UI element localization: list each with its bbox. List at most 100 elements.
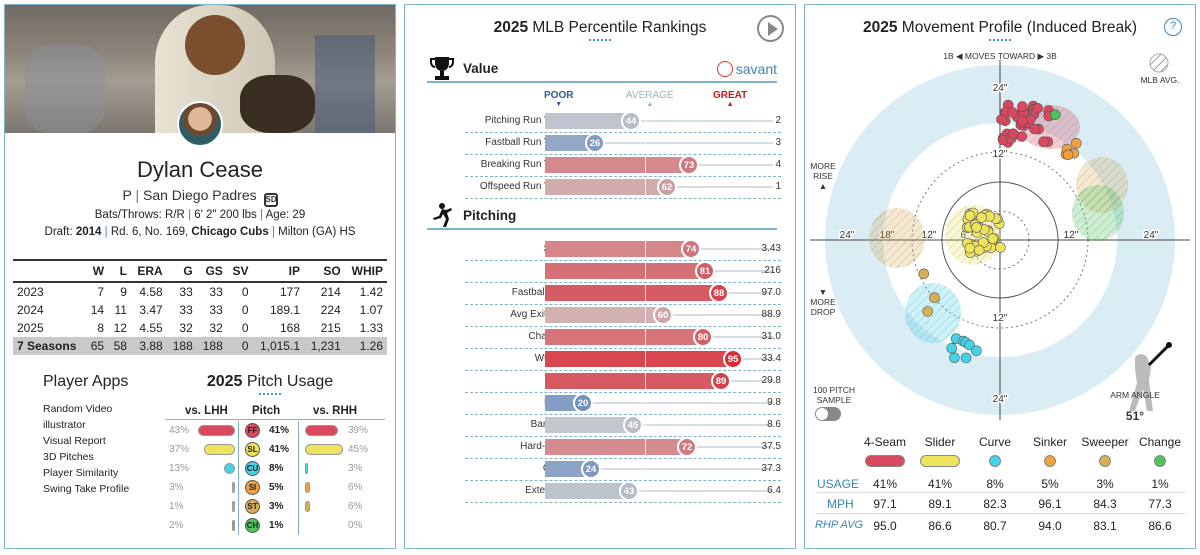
pitch-point[interactable] xyxy=(1062,149,1074,161)
pitch-point[interactable] xyxy=(918,268,930,280)
sample-toggle[interactable] xyxy=(815,407,841,421)
pitch-point[interactable] xyxy=(949,352,960,364)
average-marker xyxy=(645,417,646,433)
player-app-link[interactable]: 3D Pitches xyxy=(43,451,94,463)
play-icon[interactable] xyxy=(757,15,784,42)
usage-lhh-bar xyxy=(232,520,235,531)
percentile-row[interactable]: Fastball Velo 88 97.0 xyxy=(435,282,781,305)
average-marker xyxy=(645,307,646,323)
player-team[interactable]: San Diego Padres xyxy=(142,187,257,203)
player-app-link[interactable]: Swing Take Profile xyxy=(43,483,130,495)
stats-total-row: 7 Seasons 65 58 3.88 188 188 0 1,015.1 1,231 1.26 xyxy=(13,337,387,355)
pitch-point[interactable] xyxy=(1007,128,1019,139)
stats-col-5: GS xyxy=(196,259,227,283)
pitch-point[interactable] xyxy=(1032,102,1043,114)
pitch-color-swatch[interactable] xyxy=(1154,455,1166,467)
average-marker xyxy=(645,157,646,173)
pitch-type-name[interactable]: Sweeper xyxy=(1081,435,1129,449)
pitch-color-swatch[interactable] xyxy=(1099,455,1111,467)
player-app-link[interactable]: illustrator xyxy=(43,419,86,431)
pitch-point[interactable] xyxy=(964,210,976,221)
savant-logo[interactable]: savant xyxy=(716,61,777,77)
pitch-point[interactable] xyxy=(1038,136,1049,147)
stats-cell: 2025 xyxy=(17,321,44,335)
help-icon[interactable]: ? xyxy=(1164,18,1182,36)
usage-main-pct: 41% xyxy=(269,444,290,455)
percentile-bar xyxy=(545,417,635,433)
movement-title-text: Movement Profile (Induced Break) xyxy=(901,19,1137,36)
percentile-row[interactable]: Barrel %458.6 xyxy=(435,414,781,437)
pitch-point[interactable] xyxy=(976,212,987,223)
row-divider xyxy=(465,326,781,327)
stats-cell: 2023 xyxy=(17,285,44,299)
pitch-point[interactable] xyxy=(960,352,972,364)
pitch-point[interactable] xyxy=(1017,115,1028,126)
metric-label: Hard-Hit % xyxy=(520,441,569,452)
player-app-link[interactable]: Random Video xyxy=(43,403,113,415)
pitch-point[interactable] xyxy=(964,242,976,254)
pitch-color-swatch[interactable] xyxy=(1044,455,1056,467)
ring-label: 12" xyxy=(993,149,1008,160)
scale-poor: POOR ▼ xyxy=(544,90,574,108)
usage-rhh-bar xyxy=(305,425,339,436)
percentile-row[interactable]: xBA81.216 xyxy=(435,260,781,283)
pitch-point[interactable] xyxy=(973,244,985,256)
usage-lhh-bar xyxy=(203,444,235,455)
metric-value: 6.4 xyxy=(767,485,781,496)
percentile-row[interactable]: Pitching Run Value 44 2 xyxy=(435,110,781,133)
pitch-point[interactable] xyxy=(995,242,1006,253)
pitch-mph: 84.3 xyxy=(1093,497,1117,511)
pitch-point[interactable] xyxy=(946,342,958,354)
draft-year[interactable]: 2014 xyxy=(75,226,102,238)
usage-lhh-pct: 13% xyxy=(169,463,190,474)
pitch-type-name[interactable]: Change xyxy=(1138,435,1182,449)
pitch-point[interactable] xyxy=(922,306,933,317)
pitch-point[interactable] xyxy=(1007,107,1018,118)
player-action-photo xyxy=(5,5,395,133)
pitch-type-name[interactable]: Sinker xyxy=(1032,435,1067,449)
pitch-mph: 82.3 xyxy=(983,497,1007,511)
percentile-row[interactable]: BB %209.8 xyxy=(435,392,781,415)
pitch-point[interactable] xyxy=(929,292,940,303)
player-app-link[interactable]: Visual Report xyxy=(43,435,106,447)
pitch-point[interactable] xyxy=(971,222,982,233)
pitch-type-name[interactable]: Curve xyxy=(978,435,1011,449)
pitch-point[interactable] xyxy=(1050,109,1061,121)
stats-cell: 12 xyxy=(113,321,127,335)
percentile-row[interactable]: xERA743.43 xyxy=(435,238,781,261)
pitch-color-swatch[interactable] xyxy=(865,455,905,467)
average-marker xyxy=(645,373,646,389)
percentile-value-circle: 45 xyxy=(623,415,643,435)
pitch-point[interactable] xyxy=(1029,123,1040,135)
draft-team[interactable]: Chicago Cubs xyxy=(191,226,269,238)
percentile-row[interactable]: Fastball Run Value 26 3 xyxy=(435,132,781,155)
player-app-link[interactable]: Player Similarity xyxy=(43,467,119,479)
percentile-row[interactable]: Breaking Run Value 73 4 xyxy=(435,154,781,177)
pitch-point[interactable] xyxy=(964,339,975,351)
metric-label: Fastball Velo xyxy=(511,287,569,298)
pitch-color-swatch[interactable] xyxy=(989,455,1001,467)
pitch-type-name[interactable]: 4-Seam xyxy=(863,435,907,449)
pitch-point[interactable] xyxy=(987,233,999,244)
pitch-point[interactable] xyxy=(1070,138,1082,149)
pitch-point[interactable] xyxy=(996,114,1007,125)
value-section-header: Value savant xyxy=(427,57,777,83)
pitch-usage-row: 43% FF 41% 39% xyxy=(165,423,385,439)
pitch-type-name[interactable]: Slider xyxy=(924,435,956,449)
player-name: Dylan Cease xyxy=(137,157,263,182)
percentile-row[interactable]: Avg Exit Velo 60 88.9 xyxy=(435,304,781,327)
stats-total-cell: 1,231 xyxy=(304,337,345,355)
pitch-color-swatch[interactable] xyxy=(920,455,960,467)
usage-rhh-bar xyxy=(305,501,311,512)
pitch-point[interactable] xyxy=(971,345,982,357)
stats-cell: 32 xyxy=(179,321,193,335)
percentile-row[interactable]: Extension436.4 xyxy=(435,480,781,503)
pitch-point[interactable] xyxy=(1017,101,1028,112)
percentile-row[interactable]: Offspeed Run Value 62 1 xyxy=(435,176,781,199)
player-apps-list: Random Video illustrator Visual Report 3D P… xyxy=(43,401,129,497)
percentile-row[interactable]: Hard-Hit % 72 37.5 xyxy=(435,436,781,459)
